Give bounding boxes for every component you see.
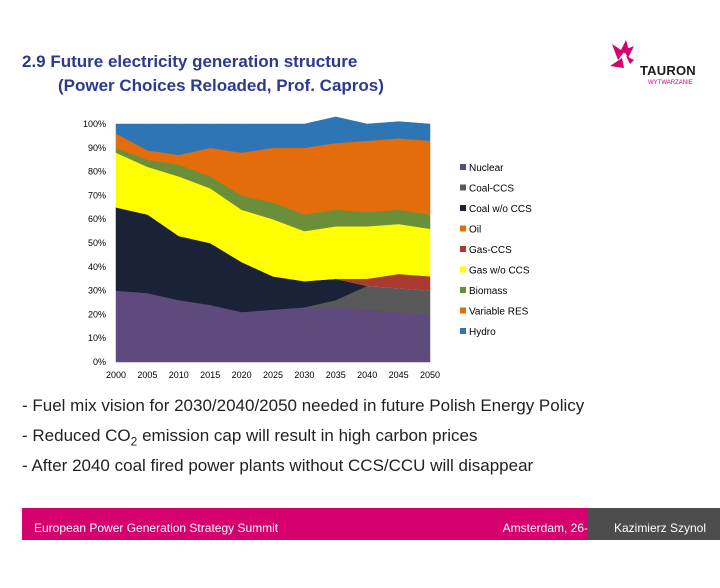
y-tick-label: 60% <box>88 214 106 224</box>
x-tick-label: 2045 <box>389 370 409 380</box>
bullet-co2-pre: - Reduced CO <box>22 426 131 445</box>
legend-swatch <box>460 307 466 314</box>
legend-swatch <box>460 164 466 170</box>
y-tick-label: 100% <box>83 119 106 129</box>
x-tick-label: 2010 <box>169 370 189 380</box>
x-tick-label: 2025 <box>263 370 283 380</box>
y-tick-label: 50% <box>88 238 106 248</box>
x-tick-label: 2015 <box>200 370 220 380</box>
x-axis-ticks: 2000 2005 2010 2015 2020 2025 2030 2035 2040 2045… <box>106 370 440 380</box>
area-hydro <box>115 116 431 156</box>
bullet-coal-phaseout: - After 2040 coal fired power plants wit… <box>22 456 534 475</box>
tauron-logo-icon <box>610 40 634 68</box>
bullet-co2-cap: - Reduced CO2 emission cap will result i… <box>22 423 712 453</box>
y-tick-label: 30% <box>88 286 106 296</box>
legend-label: Oil <box>469 225 481 236</box>
chart-areas <box>115 116 431 363</box>
legend-swatch <box>460 225 466 232</box>
legend-swatch <box>460 205 466 211</box>
x-tick-label: 2000 <box>106 370 126 380</box>
footer-event-text: European Power Generation Strategy Summi… <box>34 521 279 535</box>
slide-title: 2.9 Future electricity generation struct… <box>22 50 384 98</box>
footer-event: European Power Generation Strategy Summi… <box>22 508 440 540</box>
bullet-co2-post: emission cap will result in high carbon … <box>137 426 478 445</box>
legend-swatch <box>460 246 466 252</box>
x-tick-label: 2030 <box>294 370 314 380</box>
y-tick-label: 80% <box>88 167 106 177</box>
y-tick-label: 90% <box>88 143 106 153</box>
footer-place-date-text: Amsterdam, 26-28.11.2014 <box>502 521 588 575</box>
legend-swatch <box>460 287 466 293</box>
chart-legend: Nuclear Coal-CCS Coal w/o CCS Oil Gas-CCS Gas… <box>460 163 532 338</box>
x-tick-label: 2005 <box>137 370 157 380</box>
logo-name: TAURON <box>640 63 696 78</box>
legend-swatch <box>460 184 466 191</box>
bullet-co2-sub: 2 <box>130 434 138 449</box>
legend-label: Gas w/o CCS <box>469 266 530 277</box>
bullet-fuel-mix: - Fuel mix vision for 2030/2040/2050 nee… <box>22 396 585 415</box>
legend-label: Hydro <box>469 327 496 338</box>
legend-label: Nuclear <box>469 163 504 174</box>
y-tick-label: 10% <box>88 333 106 343</box>
footer-author-text: Kazimierz Szynol <box>613 521 706 535</box>
legend-swatch <box>460 328 466 334</box>
legend-label: Biomass <box>469 286 507 297</box>
title-line-2: (Power Choices Reloaded, Prof. Capros) <box>58 76 384 95</box>
footer-author: Kazimierz Szynol <box>588 508 720 540</box>
x-tick-label: 2040 <box>357 370 377 380</box>
y-tick-label: 20% <box>88 309 106 319</box>
generation-structure-chart: 0%10%20%30%40%50%60%70%80%90%100% 2000 20… <box>83 116 532 380</box>
legend-label: Coal-CCS <box>469 184 514 195</box>
y-axis-ticks: 0% 10% 20% 30% 40% 50% 60% 70% 80% 90% 100% <box>83 119 106 367</box>
x-tick-label: 2020 <box>232 370 252 380</box>
bullet-list: - Fuel mix vision for 2030/2040/2050 nee… <box>22 393 712 483</box>
title-line-1: 2.9 Future electricity generation struct… <box>22 52 358 71</box>
footer-place-date: Amsterdam, 26-28.11.2014 <box>440 508 588 575</box>
legend-label: Variable RES <box>469 307 529 318</box>
logo-subtitle: WYTWARZANIE <box>648 80 693 86</box>
legend-swatch <box>460 266 466 273</box>
y-tick-label: 70% <box>88 190 106 200</box>
y-tick-label: 0% <box>93 357 106 367</box>
footer-bar: European Power Generation Strategy Summi… <box>0 508 720 575</box>
x-tick-label: 2035 <box>326 370 346 380</box>
y-tick-label: 40% <box>88 262 106 272</box>
legend-label: Gas-CCS <box>469 245 512 256</box>
legend-label: Coal w/o CCS <box>469 204 532 215</box>
x-tick-label: 2050 <box>420 370 440 380</box>
